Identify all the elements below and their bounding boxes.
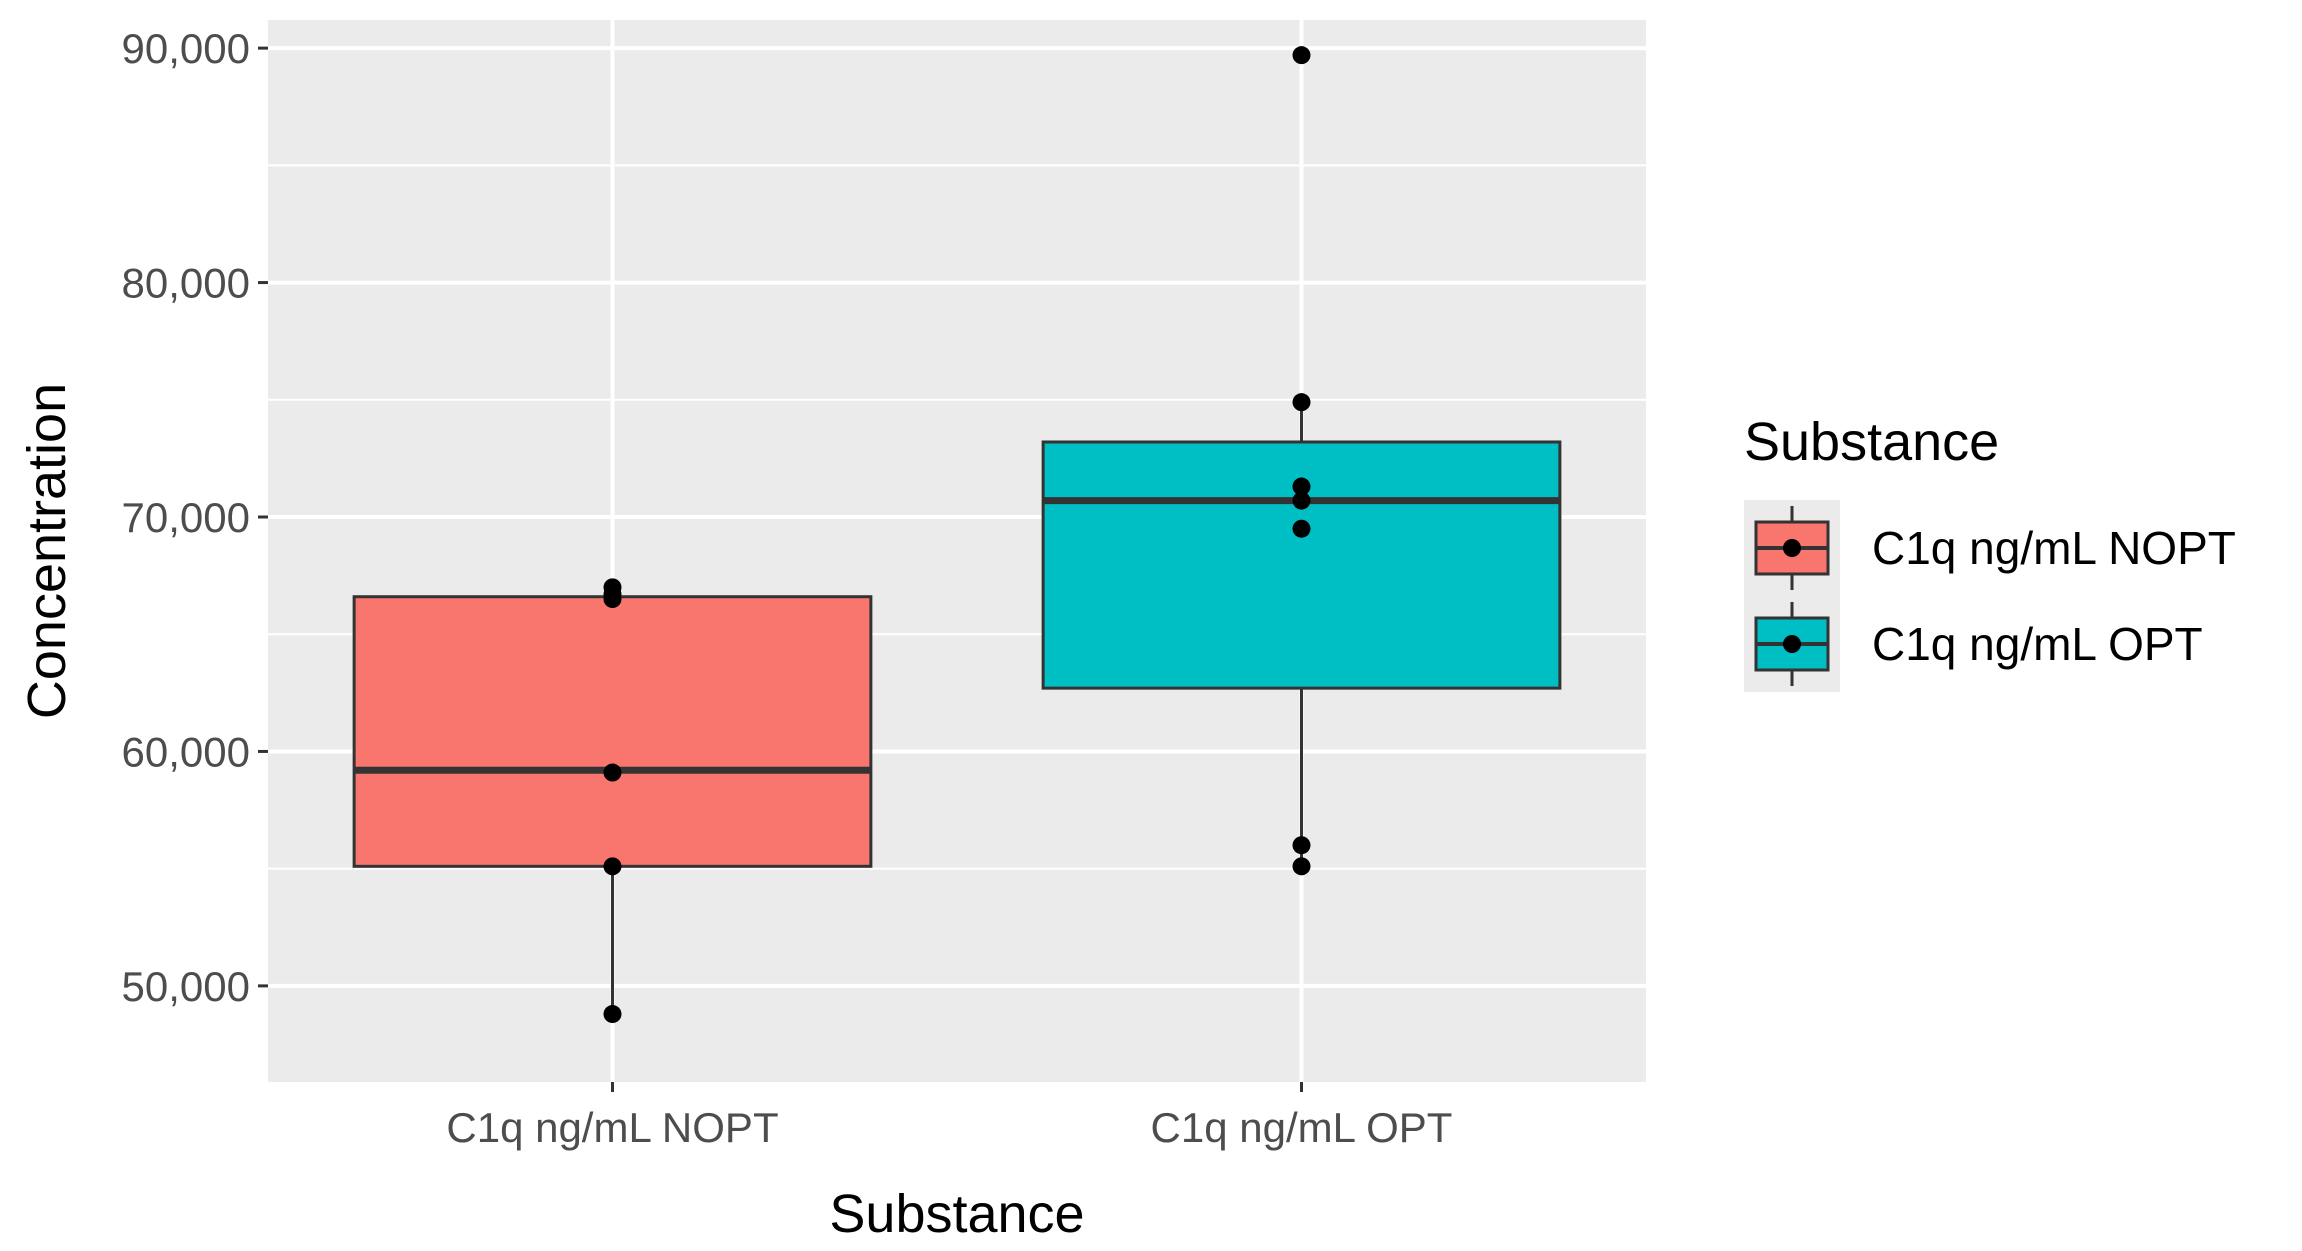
data-point: [603, 763, 622, 782]
data-point: [1292, 491, 1311, 510]
data-point: [1292, 857, 1311, 876]
data-point: [1292, 46, 1311, 65]
box: [352, 595, 873, 868]
legend-item: C1q ng/mL OPT: [1744, 596, 2203, 692]
legend-title: Substance: [1744, 412, 1999, 472]
y-tick-label: 80,000: [122, 260, 250, 307]
axes: 50,000 60,000 70,000 80,000 90,000 C1q ng/mL …: [122, 25, 1453, 1151]
x-tick-label: C1q ng/mL OPT: [1151, 1104, 1453, 1151]
box-group: [1041, 46, 1562, 876]
legend: Substance C1q ng/mL NOPT C1q ng/mL OPT: [1744, 412, 2236, 692]
legend-key-point: [1783, 635, 1801, 653]
data-point: [1292, 477, 1311, 496]
legend-item: C1q ng/mL NOPT: [1744, 500, 2236, 596]
y-tick-label: 90,000: [122, 25, 250, 72]
data-point: [1292, 519, 1311, 538]
y-tick-label: 60,000: [122, 728, 250, 775]
legend-label: C1q ng/mL OPT: [1872, 618, 2203, 670]
data-point: [603, 578, 622, 597]
data-point: [1292, 836, 1311, 855]
x-axis-title: Substance: [829, 1184, 1084, 1244]
data-point: [603, 1005, 622, 1024]
box-group: [352, 578, 873, 1024]
x-tick-label: C1q ng/mL NOPT: [446, 1104, 778, 1151]
data-point: [1292, 393, 1311, 412]
y-tick-label: 70,000: [122, 494, 250, 541]
y-tick-label: 50,000: [122, 963, 250, 1010]
legend-key-point: [1783, 539, 1801, 557]
data-point: [603, 857, 622, 876]
y-axis-title: Concentration: [17, 383, 77, 719]
legend-label: C1q ng/mL NOPT: [1872, 522, 2236, 574]
